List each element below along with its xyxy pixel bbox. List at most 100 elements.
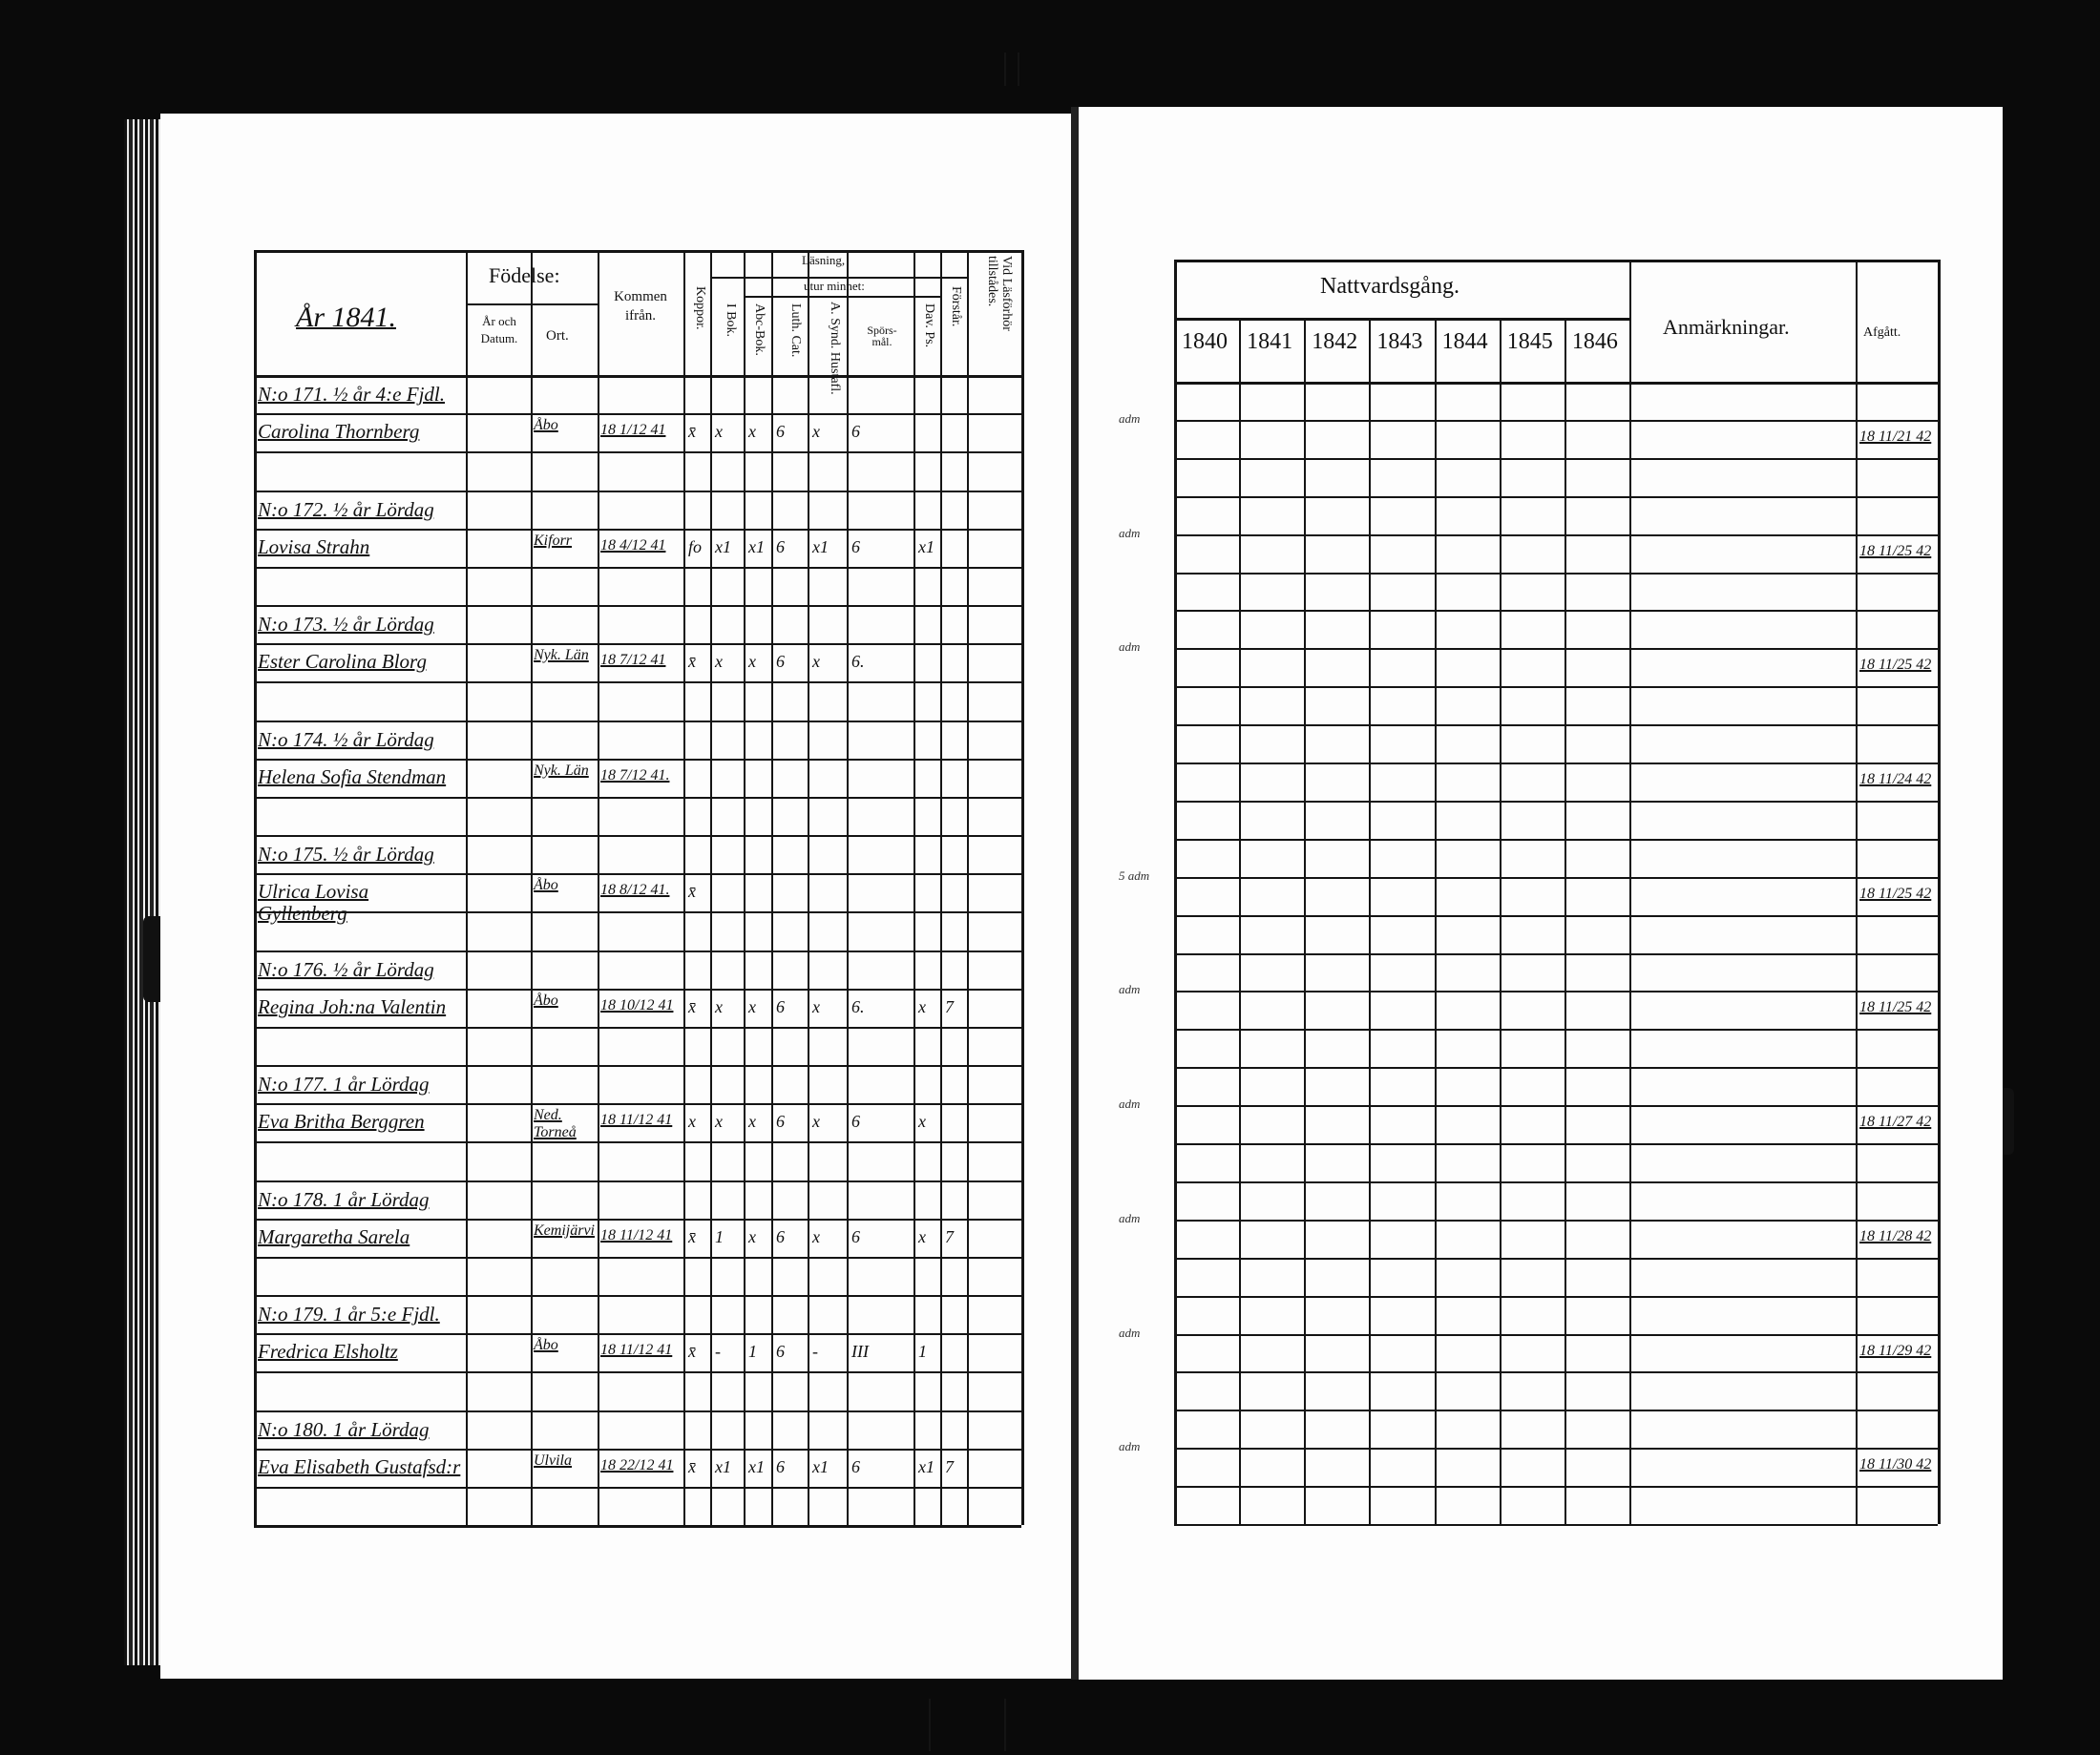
- row-line: [1174, 1143, 1938, 1145]
- utur-minnet-underline: [744, 296, 940, 298]
- row-line: [1174, 1181, 1938, 1183]
- reading-mark: x: [918, 1112, 926, 1132]
- entry-arrival-date: 18 10/12 41: [600, 996, 674, 1013]
- reading-mark: 6: [851, 1456, 860, 1476]
- entry-separator: [254, 1410, 1021, 1412]
- fodelse-underline: [466, 303, 598, 305]
- margin-note: adm: [1119, 1097, 1141, 1112]
- departure-date: 18 11/30 42: [1859, 1456, 1932, 1473]
- row-line: [1174, 648, 1938, 650]
- reading-mark: x: [688, 1112, 696, 1132]
- reading-mark: x: [812, 1226, 820, 1246]
- row-line: [254, 451, 1021, 453]
- reading-mark: x1: [715, 1456, 731, 1476]
- row-line: [1174, 953, 1938, 955]
- scan-mark: [1018, 52, 1019, 86]
- book-page-edges: [124, 119, 167, 1665]
- entry-birthplace: Kemijärvi: [534, 1222, 595, 1239]
- row-line: [1174, 1371, 1938, 1373]
- entry-name: Carolina Thornberg: [258, 420, 420, 444]
- entry-birthplace: Ned. Torneå: [534, 1107, 577, 1140]
- year-title: År 1841.: [296, 302, 396, 333]
- column-line: [1174, 260, 1177, 1524]
- row-line: [1174, 1029, 1938, 1031]
- reading-mark: 1: [748, 1342, 757, 1362]
- row-line: [254, 1449, 1021, 1451]
- entry-birthplace: Åbo: [534, 417, 558, 434]
- entry-name: Margaretha Sarela: [258, 1224, 410, 1248]
- entry-separator: [254, 1295, 1021, 1297]
- row-line: [254, 413, 1021, 415]
- reading-mark: 1: [918, 1342, 927, 1362]
- row-line: [254, 1487, 1021, 1489]
- entry-name: Eva Elisabeth Gustafsd:r: [258, 1454, 461, 1478]
- entry-separator: [254, 721, 1021, 722]
- reading-mark: x̄: [688, 996, 696, 1016]
- reading-mark: x: [748, 1226, 756, 1246]
- reading-mark: III: [851, 1342, 869, 1362]
- lasning-underline: [710, 277, 967, 279]
- reading-mark: x̄: [688, 422, 696, 442]
- column-line: [598, 250, 599, 1525]
- departure-date: 18 11/29 42: [1859, 1342, 1932, 1359]
- reading-mark: 6: [851, 422, 860, 442]
- reading-mark: 6: [851, 536, 860, 556]
- header-year: 1840: [1182, 329, 1228, 354]
- year-column-line: [1239, 318, 1241, 1524]
- entry-number-line: N:o 180. 1 år Lördag: [258, 1417, 430, 1441]
- reading-mark: x1: [918, 536, 934, 556]
- right-page: [1079, 107, 2003, 1680]
- entry-birthplace: Åbo: [534, 877, 558, 894]
- reading-mark: 6: [851, 1226, 860, 1246]
- entry-number-line: N:o 173. ½ år Lördag: [258, 613, 434, 636]
- reading-mark: x: [715, 422, 723, 442]
- table-bottom-border: [1174, 1524, 1938, 1526]
- year-column-line: [1500, 318, 1502, 1524]
- entry-separator: [254, 835, 1021, 837]
- entry-number-line: N:o 171. ½ år 4:e Fjdl.: [258, 383, 445, 406]
- entry-arrival-date: 18 22/12 41: [600, 1456, 674, 1473]
- column-line: [683, 250, 685, 1525]
- reading-mark: x1: [812, 536, 829, 556]
- header-koppor: Koppor.: [693, 286, 707, 330]
- row-line: [1174, 839, 1938, 841]
- row-line: [1174, 496, 1938, 498]
- column-line: [744, 250, 746, 1525]
- header-anmarkningar: Anmärkningar.: [1663, 315, 1790, 339]
- row-line: [254, 759, 1021, 761]
- reading-mark: 7: [945, 1456, 954, 1476]
- entry-birthplace: Åbo: [534, 992, 558, 1009]
- reading-mark: 6: [776, 1342, 785, 1362]
- row-line: [1174, 1067, 1938, 1069]
- entry-name: Lovisa Strahn: [258, 534, 370, 558]
- margin-note: 5 adm: [1119, 867, 1150, 883]
- reading-mark: 6: [776, 1456, 785, 1476]
- entry-separator: [254, 1180, 1021, 1182]
- row-line: [254, 1103, 1021, 1105]
- departure-date: 18 11/25 42: [1859, 885, 1932, 902]
- book-spine-gutter: [1071, 107, 1079, 1680]
- header-i-bok: I Bok.: [724, 303, 738, 337]
- entry-name: Helena Sofia Stendman: [258, 764, 447, 788]
- reading-mark: x: [748, 422, 756, 442]
- entry-number-line: N:o 177. 1 år Lördag: [258, 1073, 430, 1096]
- entry-birthplace: Nyk. Län: [534, 647, 589, 664]
- entry-arrival-date: 18 11/12 41: [600, 1226, 673, 1243]
- row-line: [1174, 724, 1938, 726]
- row-line: [1174, 686, 1938, 688]
- entry-number-line: N:o 175. ½ år Lördag: [258, 843, 434, 866]
- column-line: [847, 250, 849, 1525]
- row-line: [1174, 1220, 1938, 1222]
- column-line: [1021, 250, 1024, 1525]
- row-line: [1174, 991, 1938, 992]
- column-line: [967, 250, 969, 1525]
- entry-separator: [254, 951, 1021, 952]
- reading-mark: x1: [715, 536, 731, 556]
- header-kommen-ifran: Kommen ifrån.: [614, 289, 667, 324]
- row-line: [1174, 1486, 1938, 1488]
- row-line: [1174, 1296, 1938, 1298]
- entry-arrival-date: 18 1/12 41: [600, 422, 666, 439]
- header-ar-och-datum: År och Datum.: [480, 314, 518, 346]
- reading-mark: 6: [776, 996, 785, 1016]
